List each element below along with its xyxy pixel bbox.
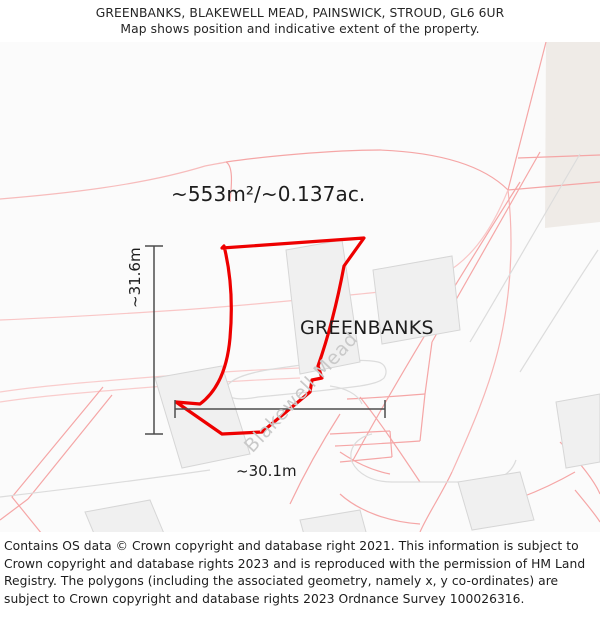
land-parcel-tan-2 — [546, 42, 600, 162]
road-pink-curve-s2 — [339, 493, 421, 525]
parcel-line-mid-3 — [424, 341, 433, 395]
building-se-corner — [555, 393, 600, 469]
parcel-line-ne-v — [507, 42, 547, 191]
parcel-line-nw-curve — [225, 161, 233, 203]
page-subtitle: Map shows position and indicative extent… — [120, 22, 480, 36]
parcel-line-mid-4 — [419, 393, 426, 442]
parcel-line-mid-1 — [346, 393, 426, 400]
building-sw-lower — [84, 499, 164, 532]
parcel-line-n-top — [225, 149, 381, 163]
parcel-line-ne-h — [507, 181, 600, 191]
road-outlines — [0, 153, 599, 498]
parcel-boundary-sw2 — [27, 394, 113, 500]
dimension-lines — [145, 245, 386, 435]
map-header: GREENBANKS, BLAKEWELL MEAD, PAINSWICK, S… — [0, 0, 600, 42]
road-casing-5 — [350, 433, 373, 463]
road-casing-4 — [351, 459, 517, 483]
parcel-line-nw — [0, 161, 227, 200]
map-footer: Contains OS data © Crown copyright and d… — [0, 532, 600, 625]
road-casing-3 — [519, 249, 599, 373]
building-east — [372, 255, 461, 345]
parcel-line-ne-h2 — [517, 154, 600, 159]
building-footprints — [84, 239, 600, 532]
parcel-line-se-2 — [574, 489, 600, 523]
map-canvas[interactable]: ~553m²/~0.137ac. GREENBANKS ~31.6m ~30.1… — [0, 42, 600, 532]
building-south — [299, 509, 367, 532]
parcel-line-sw-2 — [0, 377, 301, 403]
parcel-line-sw-1 — [0, 367, 301, 393]
page-title: GREENBANKS, BLAKEWELL MEAD, PAINSWICK, S… — [95, 6, 505, 20]
property-boundary-polygon — [174, 236, 366, 436]
land-parcel-shapes — [545, 42, 600, 228]
building-southwest — [154, 365, 251, 469]
road-pink-curve-s — [339, 451, 391, 475]
building-se — [457, 471, 535, 531]
parcel-line-mid-6 — [389, 430, 393, 458]
parcel-line-ne-diag — [379, 149, 509, 191]
parcel-line-mid-2 — [334, 440, 421, 447]
road-casing-7 — [329, 385, 363, 405]
parcel-boundary-sw — [11, 386, 104, 532]
road-casing-2 — [469, 153, 581, 343]
parcel-line-mid-7 — [339, 456, 393, 463]
parcel-line-mid-5 — [329, 430, 391, 435]
road-pink-2 — [289, 413, 341, 505]
map-vector-layer — [0, 42, 600, 532]
road-casing-6 — [0, 469, 211, 498]
parcel-line-sw-h — [0, 498, 29, 521]
copyright-notice: Contains OS data © Crown copyright and d… — [4, 539, 586, 606]
parcel-line-e-down2 — [419, 471, 453, 532]
parcel-line-e-down — [451, 189, 512, 473]
